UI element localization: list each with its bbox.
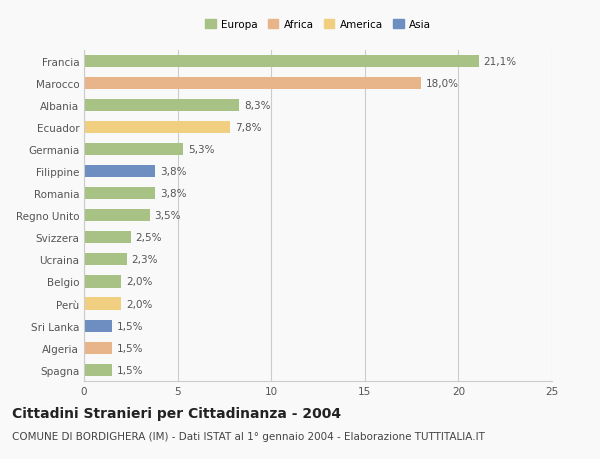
Text: 1,5%: 1,5% [117, 343, 143, 353]
Text: 3,5%: 3,5% [154, 211, 181, 221]
Bar [84, 188, 155, 200]
Text: 18,0%: 18,0% [425, 78, 458, 89]
Text: 2,3%: 2,3% [132, 255, 158, 265]
Text: 7,8%: 7,8% [235, 123, 261, 133]
Bar [84, 144, 183, 156]
Bar [84, 122, 230, 134]
Bar [84, 342, 112, 354]
Text: 1,5%: 1,5% [117, 365, 143, 375]
Bar [84, 276, 121, 288]
Bar [84, 320, 112, 332]
Bar [84, 166, 155, 178]
Bar [84, 56, 479, 67]
Text: 2,0%: 2,0% [126, 299, 152, 309]
Bar [84, 254, 127, 266]
Bar [84, 298, 121, 310]
Text: 8,3%: 8,3% [244, 101, 271, 111]
Bar [84, 232, 131, 244]
Legend: Europa, Africa, America, Asia: Europa, Africa, America, Asia [201, 16, 435, 34]
Text: 2,0%: 2,0% [126, 277, 152, 287]
Text: Cittadini Stranieri per Cittadinanza - 2004: Cittadini Stranieri per Cittadinanza - 2… [12, 406, 341, 420]
Text: 2,5%: 2,5% [136, 233, 162, 243]
Text: 1,5%: 1,5% [117, 321, 143, 331]
Text: 5,3%: 5,3% [188, 145, 214, 155]
Text: 3,8%: 3,8% [160, 167, 187, 177]
Bar [84, 100, 239, 112]
Text: COMUNE DI BORDIGHERA (IM) - Dati ISTAT al 1° gennaio 2004 - Elaborazione TUTTITA: COMUNE DI BORDIGHERA (IM) - Dati ISTAT a… [12, 431, 485, 442]
Bar [84, 210, 149, 222]
Text: 21,1%: 21,1% [484, 56, 517, 67]
Bar [84, 364, 112, 376]
Bar [84, 78, 421, 90]
Text: 3,8%: 3,8% [160, 189, 187, 199]
